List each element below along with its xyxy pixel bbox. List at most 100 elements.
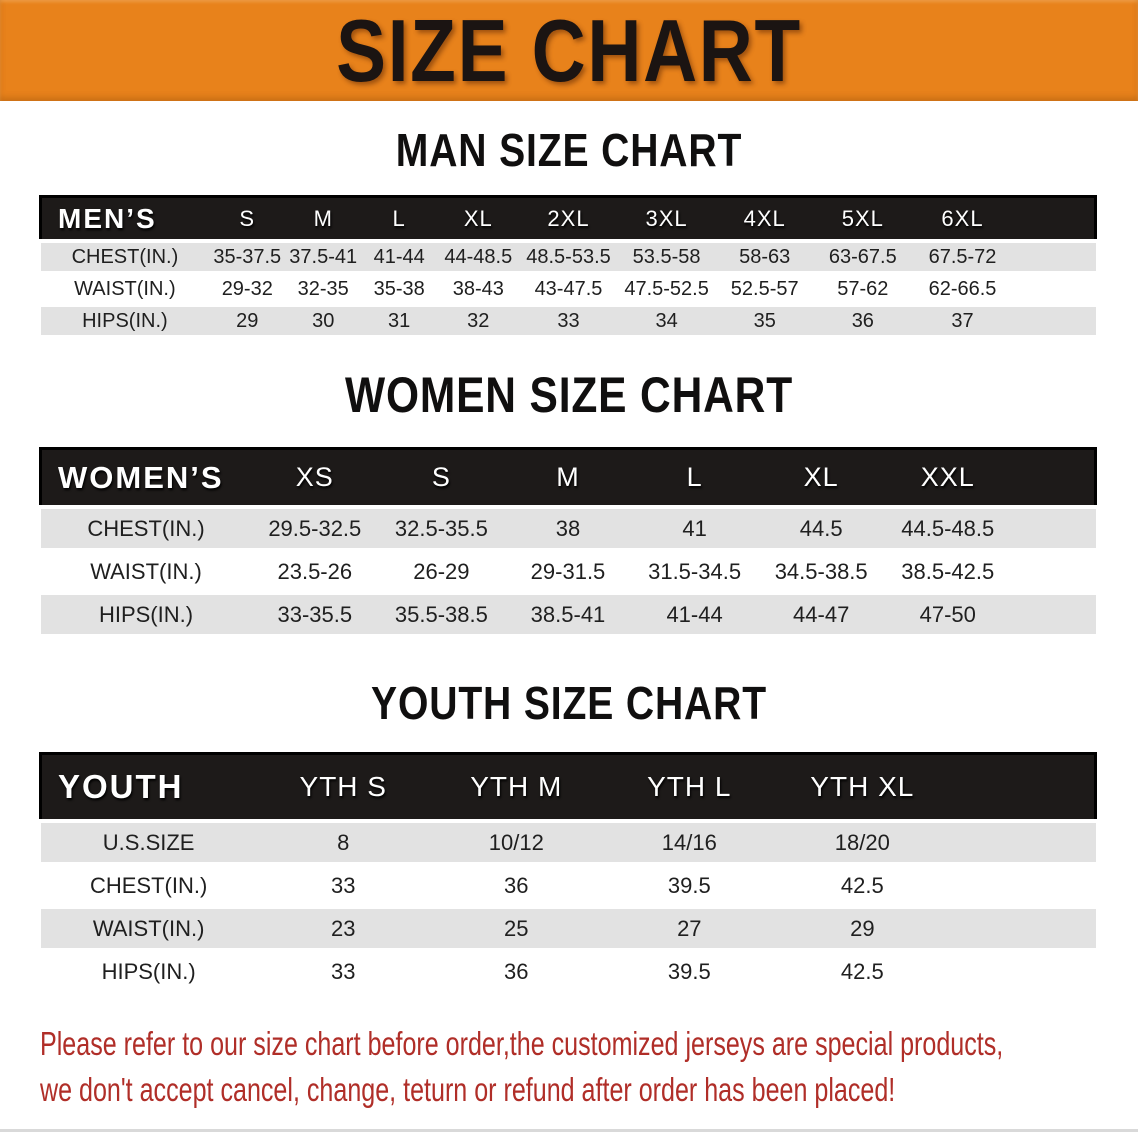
size-chart-sections: MAN SIZE CHART MEN’S S M L XL 2XL 3XL 4XL 5XL 6XL C…: [0, 127, 1138, 991]
column-header: YTH M: [429, 752, 603, 823]
value-cell: 38: [504, 505, 632, 550]
value-cell: 32: [437, 303, 520, 335]
banner: SIZE CHART: [0, 0, 1138, 101]
table-row: CHEST(IN.) 35-37.5 37.5-41 41-44 44-48.5 48.5…: [40, 239, 1096, 273]
value-cell: 32.5-35.5: [378, 505, 505, 550]
value-cell: 36: [813, 303, 912, 335]
header-row: YOUTH YTH S YTH M YTH L YTH XL: [38, 752, 1097, 823]
value-cell: 37.5-41: [285, 239, 362, 273]
value-cell: 63-67.5: [813, 239, 912, 273]
value-cell: 36: [429, 862, 603, 907]
row-filler: [948, 948, 1096, 991]
value-cell: 35-38: [361, 271, 438, 305]
column-header: M: [504, 447, 632, 509]
value-cell: 29-31.5: [504, 548, 632, 593]
value-cell: 38-43: [437, 271, 520, 305]
value-cell: 35: [715, 303, 814, 335]
value-cell: 34.5-38.5: [757, 548, 885, 593]
column-header: YTH XL: [775, 752, 949, 823]
row-filler: [948, 905, 1096, 950]
row-filler: [948, 862, 1096, 907]
value-cell: 23: [256, 905, 430, 950]
value-cell: 41-44: [361, 239, 438, 273]
column-header: XL: [757, 447, 885, 509]
row-filler: [1011, 505, 1096, 550]
value-cell: 31: [361, 303, 438, 335]
value-cell: 44.5: [757, 505, 885, 550]
column-header: L: [631, 447, 758, 509]
table-row: CHEST(IN.) 29.5-32.5 32.5-35.5 38 41 44.5 44.5…: [40, 505, 1096, 550]
value-cell: 33-35.5: [251, 591, 379, 634]
column-header: M: [285, 195, 362, 243]
table-row: HIPS(IN.) 29 30 31 32 33 34 35 36 37: [40, 303, 1096, 335]
section-men: MAN SIZE CHART MEN’S S M L XL 2XL 3XL 4XL 5XL 6XL C…: [0, 127, 1138, 335]
value-cell: 29.5-32.5: [251, 505, 379, 550]
column-header: L: [361, 195, 438, 243]
column-header: YTH S: [256, 752, 430, 823]
disclaimer-line-1: Please refer to our size chart before or…: [40, 1025, 1004, 1062]
table-row: WAIST(IN.) 23 25 27 29: [40, 905, 1096, 950]
header-filler: [1013, 195, 1098, 243]
row-filler: [1013, 303, 1096, 335]
women-size-table: WOMEN’S XS S M L XL XXL CHEST(IN.) 29.5-32.5 32.5…: [39, 447, 1098, 634]
value-cell: 23.5-26: [251, 548, 379, 593]
disclaimer: Please refer to our size chart before or…: [40, 1021, 1138, 1113]
section-women: WOMEN SIZE CHART WOMEN’S XS S M L XL XXL CHEST(I…: [0, 370, 1138, 634]
value-cell: 32-35: [285, 271, 362, 305]
value-cell: 47-50: [884, 591, 1012, 634]
value-cell: 47.5-52.5: [617, 271, 716, 305]
row-filler: [1013, 271, 1096, 305]
value-cell: 43-47.5: [519, 271, 618, 305]
value-cell: 8: [256, 819, 430, 864]
table-row: CHEST(IN.) 33 36 39.5 42.5: [40, 862, 1096, 907]
value-cell: 33: [256, 862, 430, 907]
value-cell: 30: [285, 303, 362, 335]
value-cell: 25: [429, 905, 603, 950]
value-cell: 33: [519, 303, 618, 335]
value-cell: 38.5-42.5: [884, 548, 1012, 593]
value-cell: 42.5: [775, 948, 949, 991]
row-filler: [1011, 591, 1096, 634]
column-header: XL: [437, 195, 520, 243]
column-header: 4XL: [715, 195, 814, 243]
value-cell: 35.5-38.5: [378, 591, 505, 634]
column-header: YTH L: [602, 752, 776, 823]
women-table-title: WOMEN’S: [39, 447, 252, 509]
row-label: WAIST(IN.): [40, 271, 210, 305]
table-row: HIPS(IN.) 33-35.5 35.5-38.5 38.5-41 41-44 44-…: [40, 591, 1096, 634]
men-size-table: MEN’S S M L XL 2XL 3XL 4XL 5XL 6XL CHEST(IN.) 35-37…: [39, 195, 1098, 335]
column-header: XXL: [884, 447, 1012, 509]
value-cell: 26-29: [378, 548, 505, 593]
header-filler: [1011, 447, 1098, 509]
row-label: HIPS(IN.): [40, 303, 210, 335]
table-row: WAIST(IN.) 23.5-26 26-29 29-31.5 31.5-34.5 34…: [40, 548, 1096, 593]
value-cell: 48.5-53.5: [519, 239, 618, 273]
value-cell: 44-47: [757, 591, 885, 634]
value-cell: 18/20: [775, 819, 949, 864]
table-row: HIPS(IN.) 33 36 39.5 42.5: [40, 948, 1096, 991]
value-cell: 29: [209, 303, 286, 335]
row-label: U.S.SIZE: [40, 819, 257, 864]
row-filler: [948, 819, 1096, 864]
value-cell: 29-32: [209, 271, 286, 305]
column-header: S: [209, 195, 286, 243]
value-cell: 14/16: [602, 819, 776, 864]
header-row: MEN’S S M L XL 2XL 3XL 4XL 5XL 6XL: [39, 195, 1098, 243]
row-label: CHEST(IN.): [40, 862, 257, 907]
table-row: WAIST(IN.) 29-32 32-35 35-38 38-43 43-47.5 47.…: [40, 271, 1096, 305]
youth-table-title: YOUTH: [38, 752, 257, 823]
value-cell: 52.5-57: [715, 271, 814, 305]
men-table-title: MEN’S: [39, 195, 210, 243]
value-cell: 10/12: [429, 819, 603, 864]
row-label: HIPS(IN.): [40, 948, 257, 991]
row-label: HIPS(IN.): [40, 591, 252, 634]
value-cell: 41: [631, 505, 758, 550]
header-filler: [948, 752, 1097, 823]
value-cell: 29: [775, 905, 949, 950]
column-header: 2XL: [519, 195, 618, 243]
row-label: CHEST(IN.): [40, 239, 210, 273]
row-label: WAIST(IN.): [40, 548, 252, 593]
row-label: CHEST(IN.): [40, 505, 252, 550]
men-size-chart-heading: MAN SIZE CHART: [395, 124, 743, 176]
